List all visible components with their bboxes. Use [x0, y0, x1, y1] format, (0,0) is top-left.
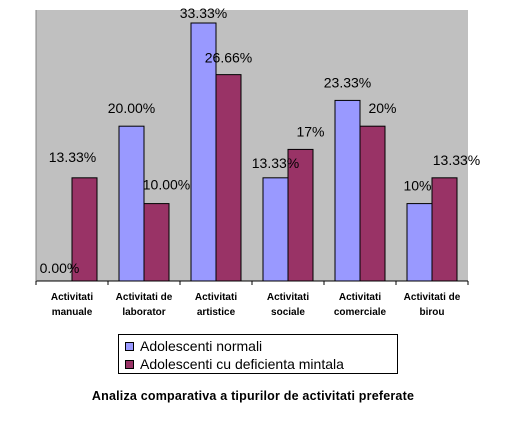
data-label-normal-4: 23.33% [324, 74, 371, 90]
bar-normal-4 [334, 99, 361, 282]
data-label-normal-1: 20.00% [108, 100, 155, 116]
category-label-5-1: birou [420, 307, 445, 318]
category-label-2-1: artistice [197, 307, 236, 318]
legend-item-deficienta: Adolescenti cu deficienta mintala [125, 355, 397, 373]
category-label-3-0: Activitati [267, 292, 309, 303]
data-label-deficienta-0: 13.33% [49, 149, 96, 165]
legend-swatch-deficienta [125, 359, 134, 369]
bar-normal-5 [406, 203, 433, 282]
bar-deficienta-1 [143, 203, 170, 282]
bar-deficienta-2 [215, 74, 242, 282]
category-label-2-0: Activitati [195, 292, 237, 303]
bar-normal-2 [190, 22, 217, 282]
data-label-deficienta-5: 13.33% [433, 152, 480, 168]
data-label-deficienta-4: 20% [368, 100, 396, 116]
bar-deficienta-0 [71, 177, 98, 282]
bar-normal-1 [118, 125, 145, 282]
chart-caption: Analiza comparativa a tipurilor de activ… [91, 389, 415, 403]
category-label-5-0: Activitati de [404, 292, 461, 303]
legend-swatch-normal [125, 341, 134, 351]
legend-label-deficienta: Adolescenti cu deficienta mintala [140, 356, 344, 372]
data-label-deficienta-3: 17% [296, 123, 324, 139]
data-label-deficienta-2: 26.66% [205, 50, 252, 66]
legend-label-normal: Adolescenti normali [140, 338, 263, 354]
legend: Adolescenti normali Adolescenti cu defic… [118, 334, 398, 374]
category-label-4-0: Activitati [339, 292, 381, 303]
plot-area [36, 10, 468, 281]
bar-deficienta-4 [359, 125, 386, 282]
data-label-normal-3: 13.33% [252, 155, 299, 171]
bar-deficienta-3 [287, 148, 314, 282]
data-label-normal-0: 0.00% [40, 260, 80, 276]
data-label-deficienta-1: 10.00% [143, 177, 190, 193]
bar-normal-3 [262, 177, 289, 282]
category-label-0-0: Activitati [51, 292, 93, 303]
category-label-1-1: laborator [122, 307, 165, 318]
category-label-4-1: comerciale [334, 307, 387, 318]
category-label-1-0: Activitati de [116, 292, 173, 303]
category-label-3-1: sociale [271, 307, 305, 318]
data-label-normal-2: 33.33% [180, 5, 227, 21]
data-label-normal-5: 10% [403, 178, 431, 194]
category-label-0-1: manuale [52, 307, 93, 318]
legend-item-normal: Adolescenti normali [125, 337, 397, 355]
bar-deficienta-5 [431, 177, 458, 282]
